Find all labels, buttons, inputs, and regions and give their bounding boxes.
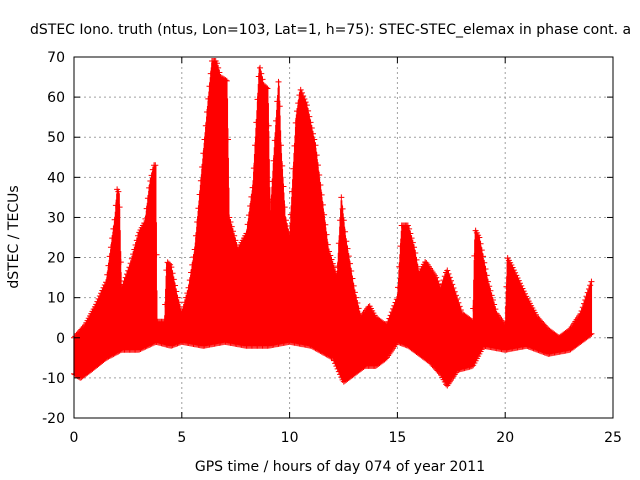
y-tick-label: -20 — [42, 411, 65, 427]
x-tick-label: 10 — [281, 430, 299, 446]
plot-frame — [73, 56, 614, 419]
y-tick-label: 0 — [56, 331, 65, 347]
y-tick-label: 60 — [47, 90, 65, 106]
x-tick-label: 20 — [496, 430, 514, 446]
y-tick-label: 70 — [47, 50, 65, 66]
x-tick-label: 25 — [604, 430, 622, 446]
y-axis-label: dSTEC / TECUs — [6, 185, 22, 288]
axis-ticks: 0 5 10 15 20 25 -20 -10 0 10 20 30 40 50 60 70 — [42, 50, 622, 446]
x-tick-label: 0 — [70, 430, 79, 446]
y-tick-label: 30 — [47, 210, 65, 226]
y-tick-label: 10 — [47, 291, 65, 307]
y-tick-label: 50 — [47, 130, 65, 146]
x-tick-label: 5 — [177, 430, 186, 446]
y-tick-label: 20 — [47, 251, 65, 267]
y-tick-label: -10 — [42, 371, 65, 387]
chart-title: dSTEC Iono. truth (ntus, Lon=103, Lat=1,… — [30, 22, 631, 38]
y-tick-label: 40 — [47, 170, 65, 186]
x-axis-label: GPS time / hours of day 074 of year 2011 — [195, 459, 485, 475]
x-tick-label: 15 — [388, 430, 406, 446]
